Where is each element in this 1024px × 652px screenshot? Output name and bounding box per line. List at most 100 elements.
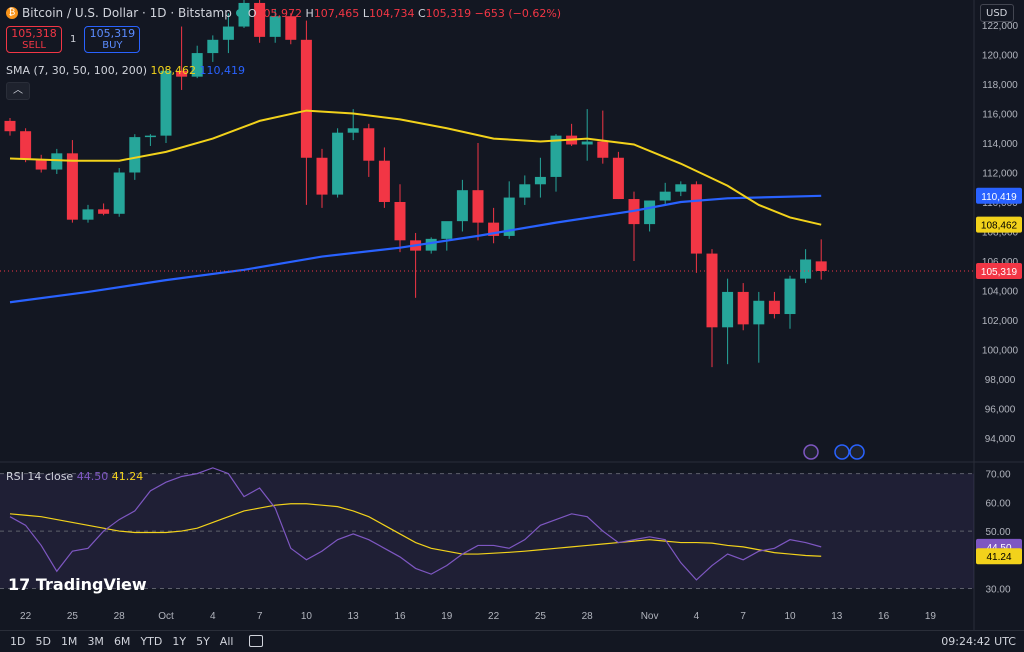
trade-buttons: 105,318 SELL 1 105,319 BUY (6, 26, 141, 53)
x-tick-label: 19 (925, 611, 937, 622)
candle (160, 67, 172, 144)
candle-body (456, 190, 468, 222)
flag-icon (849, 444, 865, 460)
candle (425, 237, 437, 254)
lightning-icon (803, 444, 819, 460)
candle-body (129, 137, 141, 173)
candle-body (222, 26, 234, 40)
candle-body (51, 153, 63, 170)
last-price-axis-label-bg (976, 263, 1022, 280)
candle (706, 249, 718, 368)
x-tick-label: 16 (394, 611, 406, 622)
range-6m[interactable]: 6M (113, 635, 131, 648)
candle-body (20, 131, 32, 160)
candle (269, 8, 281, 43)
market-open-dot-icon (235, 9, 244, 17)
price-tick-label: 114,000 (982, 139, 1018, 150)
candle (191, 45, 203, 79)
price-tick-label: 100,000 (982, 345, 1019, 356)
calendar-icon[interactable] (249, 635, 264, 647)
candle (597, 110, 609, 164)
candle-body (784, 278, 796, 315)
candle-body (690, 184, 702, 254)
candle-body (144, 135, 156, 138)
candle (222, 13, 234, 54)
candle (534, 157, 546, 198)
price-tick-label: 104,000 (982, 286, 1019, 297)
candle (82, 204, 94, 223)
candle (675, 181, 687, 197)
candle-body (113, 172, 125, 214)
range-ytd[interactable]: YTD (140, 635, 163, 648)
candle (66, 140, 78, 223)
range-3m[interactable]: 3M (87, 635, 104, 648)
candle (737, 283, 749, 331)
x-tick-label: 4 (210, 611, 216, 622)
candle (768, 291, 780, 319)
rsi-tick-label: 50.00 (985, 527, 1010, 538)
collapse-legend-button[interactable]: ︿ (6, 82, 30, 100)
x-tick-label: 28 (582, 611, 594, 622)
symbol-title[interactable]: Bitcoin / U.S. Dollar · 1D · Bitstamp (22, 6, 232, 20)
price-tick-label: 118,000 (982, 80, 1018, 91)
range-5d[interactable]: 5D (35, 635, 51, 648)
range-1y[interactable]: 1Y (172, 635, 187, 648)
sma-blue-axis-label: 110,419 (981, 192, 1017, 203)
candle-body (363, 128, 375, 161)
candle (20, 128, 32, 163)
candle-body (378, 160, 390, 202)
candle-body (534, 176, 546, 185)
buy-button[interactable]: 105,319 BUY (84, 26, 141, 53)
x-tick-label: 7 (740, 611, 746, 622)
candle-body (176, 70, 188, 77)
candle-body (659, 191, 671, 201)
candle-body (35, 159, 47, 170)
candle-body (503, 197, 515, 236)
candle (316, 148, 328, 208)
utc-clock[interactable]: 09:24:42 UTC (941, 635, 1016, 648)
candle (722, 278, 734, 365)
candle (659, 182, 671, 205)
candle (815, 239, 827, 280)
candle-body (800, 259, 812, 279)
range-1m[interactable]: 1M (60, 635, 78, 648)
candle-body (519, 184, 531, 198)
sma-blue-axis-label-bg (976, 187, 1022, 204)
x-tick-label: 16 (878, 611, 890, 622)
candle-body (644, 200, 656, 225)
candle (644, 200, 656, 232)
candle-body (706, 253, 718, 328)
candle (441, 221, 453, 251)
range-all[interactable]: All (219, 635, 234, 648)
rsi-line (9, 467, 822, 581)
candle (488, 207, 500, 244)
candle-body (207, 39, 219, 54)
candle (113, 168, 125, 217)
sell-button[interactable]: 105,318 SELL (6, 26, 62, 53)
x-tick-label: 25 (67, 611, 79, 622)
candle-body (768, 300, 780, 315)
candle-body (98, 209, 110, 214)
candle (238, 0, 250, 29)
sma-yellow-axis-label: 108,462 (981, 221, 1018, 232)
candle (4, 117, 16, 136)
candle-body (722, 291, 734, 328)
price-tick-label: 120,000 (982, 51, 1019, 62)
ohlc-values: O105,972 H107,465 L104,734 C105,319 −653… (247, 6, 562, 20)
currency-selector[interactable]: USD (980, 4, 1014, 22)
candle-body (488, 222, 500, 236)
candle-body (82, 209, 94, 220)
candle (332, 128, 344, 198)
rsi-legend[interactable]: RSI 14 close 44.50 41.24 (6, 470, 144, 483)
range-5y[interactable]: 5Y (196, 635, 210, 648)
candle (254, 0, 266, 43)
candle (456, 179, 468, 232)
candle-body (160, 70, 172, 136)
range-1d[interactable]: 1D (10, 635, 26, 648)
rsi-signal-axis-label-bg (976, 548, 1022, 565)
x-tick-label: Oct (158, 611, 174, 622)
bottom-toolbar: 1D 5D 1M 3M 6M YTD 1Y 5Y All 09:24:42 UTC (0, 630, 1024, 652)
candle (378, 147, 390, 208)
sma-legend[interactable]: SMA (7, 30, 50, 100, 200) 108,462 110,41… (6, 64, 246, 77)
